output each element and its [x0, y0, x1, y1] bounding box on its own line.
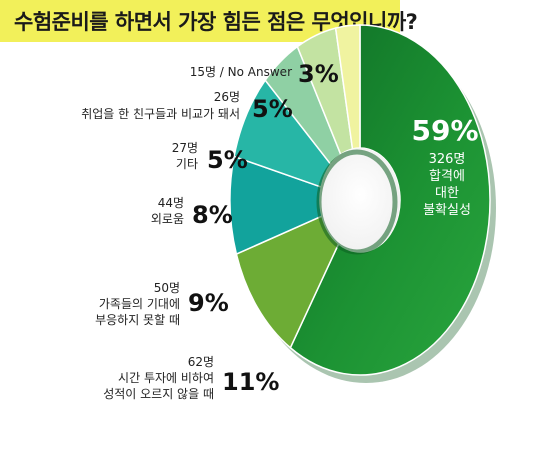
slice-desc-label: 시간 투자에 비하여: [118, 371, 214, 385]
slice-percent-label: 3%: [298, 60, 339, 88]
slice-count-label: 44명: [158, 196, 184, 210]
slice-count-label: 26명: [214, 90, 240, 104]
donut-hole: [320, 148, 400, 252]
slice-desc-label: 대한: [435, 186, 459, 201]
slice-count-label: 326명: [429, 152, 466, 167]
slice-desc-label: 합격에: [429, 169, 465, 184]
slice-desc-label: 취업을 한 친구들과 비교가 돼서: [81, 107, 240, 121]
slice-desc-label: 성적이 오르지 않을 때: [103, 387, 214, 401]
slice-desc-label: 불확실성: [423, 203, 471, 218]
donut-hole-rim: [316, 149, 398, 255]
slice-desc-label: 가족들의 기대에: [99, 297, 180, 311]
slice-desc-label: 기타: [176, 157, 198, 171]
slice-count-label: 62명: [188, 355, 214, 369]
slice-percent-label: 11%: [222, 368, 279, 396]
slice-percent-label: 5%: [207, 146, 248, 174]
slice-percent-label: 5%: [252, 95, 293, 123]
slice-percent-label: 59%: [411, 114, 478, 147]
slice-percent-label: 8%: [192, 201, 233, 229]
slice-desc-label: 부응하지 못할 때: [95, 313, 180, 327]
donut-slices: [229, 24, 491, 376]
slice-percent-label: 9%: [188, 289, 229, 317]
slice-desc-label: 외로움: [151, 212, 184, 226]
slice-count-label: 15명 / No Answer: [190, 65, 292, 79]
slice-count-label: 27명: [172, 141, 198, 155]
slice-count-label: 50명: [154, 281, 180, 295]
title-banner: 수험준비를 하면서 가장 힘든 점은 무엇입니까?: [0, 0, 418, 42]
